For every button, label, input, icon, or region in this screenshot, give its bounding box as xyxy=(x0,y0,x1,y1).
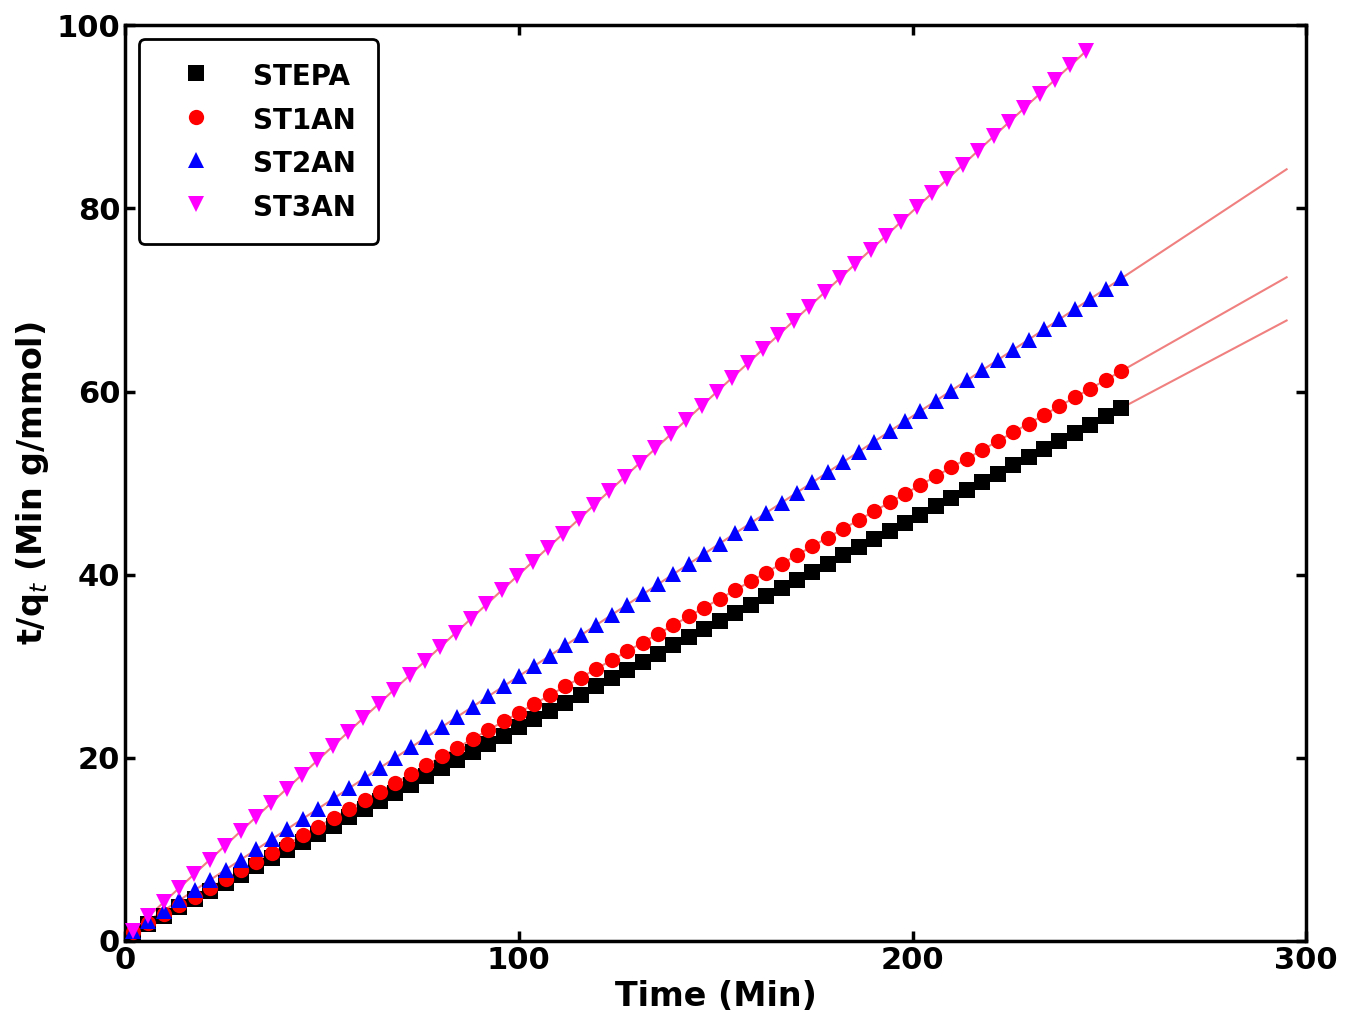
ST3AN xyxy=(1078,45,1094,58)
STEPA xyxy=(418,770,434,783)
STEPA xyxy=(542,705,558,717)
Line: ST1AN: ST1AN xyxy=(126,364,1129,940)
ST2AN xyxy=(1082,293,1098,305)
ST2AN xyxy=(124,924,141,937)
ST1AN xyxy=(634,637,650,649)
ST3AN xyxy=(786,314,802,327)
ST2AN xyxy=(418,731,434,744)
ST1AN xyxy=(124,925,141,938)
ST1AN xyxy=(1113,365,1129,377)
ST1AN xyxy=(542,689,558,701)
ST3AN xyxy=(124,924,141,937)
ST1AN xyxy=(418,759,434,771)
STEPA xyxy=(1082,418,1098,430)
Legend: STEPA, ST1AN, ST2AN, ST3AN: STEPA, ST1AN, ST2AN, ST3AN xyxy=(139,39,379,243)
ST1AN xyxy=(1082,382,1098,394)
Y-axis label: t/q$_t$ (Min g/mmol): t/q$_t$ (Min g/mmol) xyxy=(14,321,51,645)
ST2AN xyxy=(634,588,650,601)
ST2AN xyxy=(975,364,991,376)
Line: STEPA: STEPA xyxy=(126,401,1129,940)
ST3AN xyxy=(602,485,618,497)
ST3AN xyxy=(571,514,587,526)
Line: ST2AN: ST2AN xyxy=(126,271,1129,939)
ST3AN xyxy=(416,655,433,668)
ST1AN xyxy=(975,444,991,456)
Line: ST3AN: ST3AN xyxy=(126,44,1094,939)
STEPA xyxy=(975,476,991,488)
STEPA xyxy=(357,803,373,815)
ST2AN xyxy=(1113,272,1129,284)
ST1AN xyxy=(357,794,373,806)
STEPA xyxy=(634,655,650,668)
X-axis label: Time (Min): Time (Min) xyxy=(615,980,817,1013)
STEPA xyxy=(1113,402,1129,414)
STEPA xyxy=(124,925,141,938)
ST2AN xyxy=(542,649,558,661)
ST3AN xyxy=(387,683,403,695)
ST2AN xyxy=(357,772,373,785)
ST3AN xyxy=(1063,60,1079,72)
